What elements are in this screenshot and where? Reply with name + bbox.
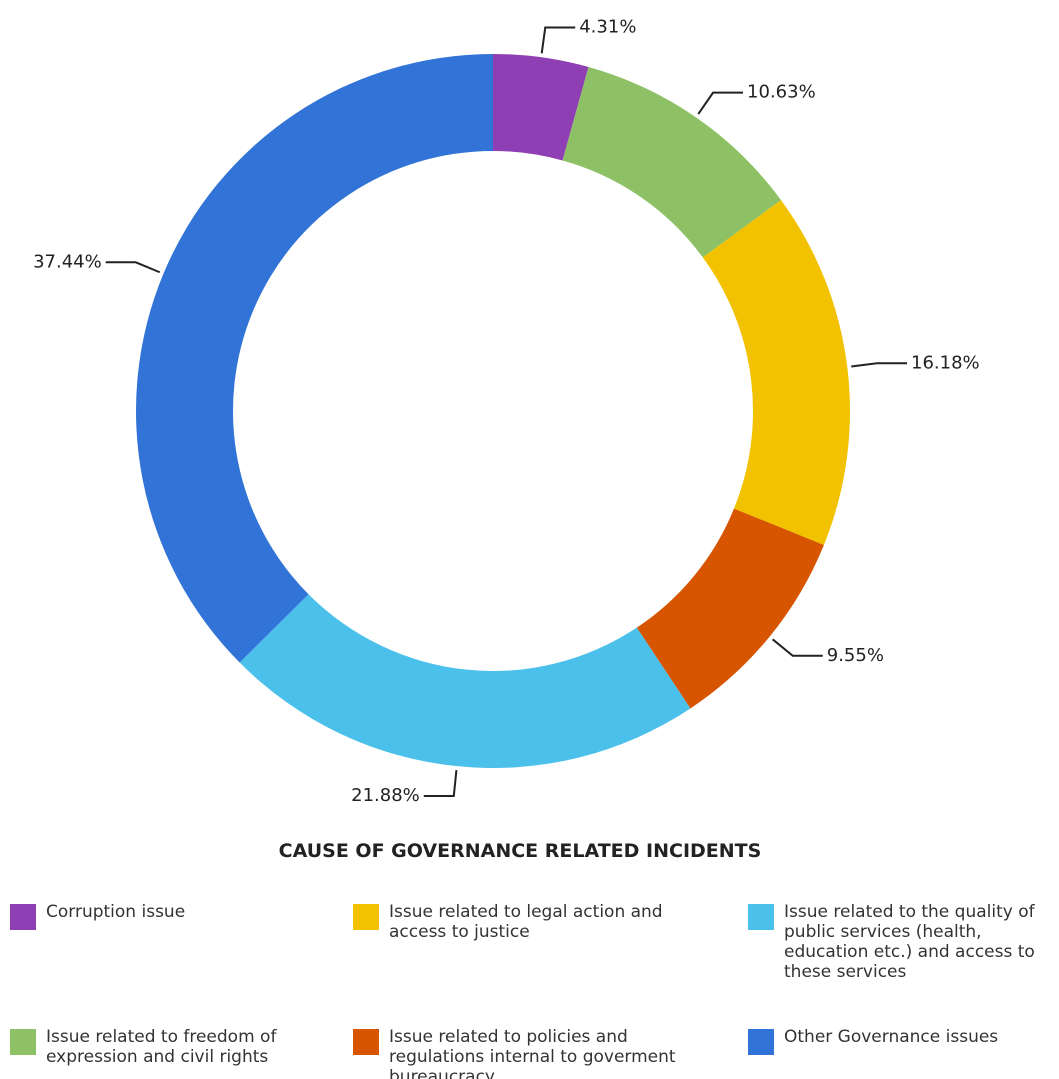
leader-line — [851, 362, 908, 368]
chart-title: CAUSE OF GOVERNANCE RELATED INCIDENTS — [278, 840, 762, 862]
data-label: 21.88% — [351, 785, 420, 806]
legend-label: Corruption issue — [46, 902, 186, 922]
leader-line — [423, 770, 458, 798]
legend-label: Other Governance issues — [784, 1027, 999, 1047]
legend-swatch — [353, 1029, 379, 1055]
legend-swatch — [10, 1029, 36, 1055]
legend-label: Issue related to legal action and access… — [389, 902, 663, 942]
legend-label: Issue related to policies and regulation… — [389, 1027, 676, 1079]
leader-line — [540, 26, 576, 54]
data-label: 10.63% — [747, 82, 816, 103]
legend-label: Issue related to the quality of public s… — [784, 902, 1035, 982]
legend-item: Issue related to policies and regulation… — [353, 1027, 748, 1079]
legend-label: Issue related to freedom of expression a… — [46, 1027, 277, 1067]
data-label: 9.55% — [827, 645, 884, 666]
legend-item: Corruption issue — [10, 902, 353, 1027]
legend-item: Other Governance issues — [748, 1027, 1058, 1079]
donut-segment — [135, 54, 493, 663]
legend-swatch — [10, 904, 36, 930]
legend-item: Issue related to legal action and access… — [353, 902, 748, 1027]
donut-segment — [493, 54, 589, 161]
donut-segment — [636, 508, 824, 709]
legend-item: Issue related to freedom of expression a… — [10, 1027, 353, 1079]
donut-segment — [239, 594, 691, 768]
chart: 4.31% 10.63% 16.18% 9.55% 21.88% 37.44% — [33, 17, 980, 806]
legend: Corruption issue Issue related to freedom… — [10, 902, 1058, 1079]
legend-swatch — [748, 1029, 774, 1055]
donut-segment — [562, 67, 782, 258]
leader-line — [771, 638, 823, 657]
data-label: 4.31% — [579, 17, 636, 38]
legend-item: Issue related to the quality of public s… — [748, 902, 1058, 1027]
donut-segment — [702, 200, 851, 545]
data-label: 37.44% — [33, 251, 102, 272]
data-label: 16.18% — [911, 352, 980, 373]
legend-swatch — [353, 904, 379, 930]
legend-swatch — [748, 904, 774, 930]
leader-line — [105, 261, 161, 274]
leader-line — [697, 91, 744, 115]
